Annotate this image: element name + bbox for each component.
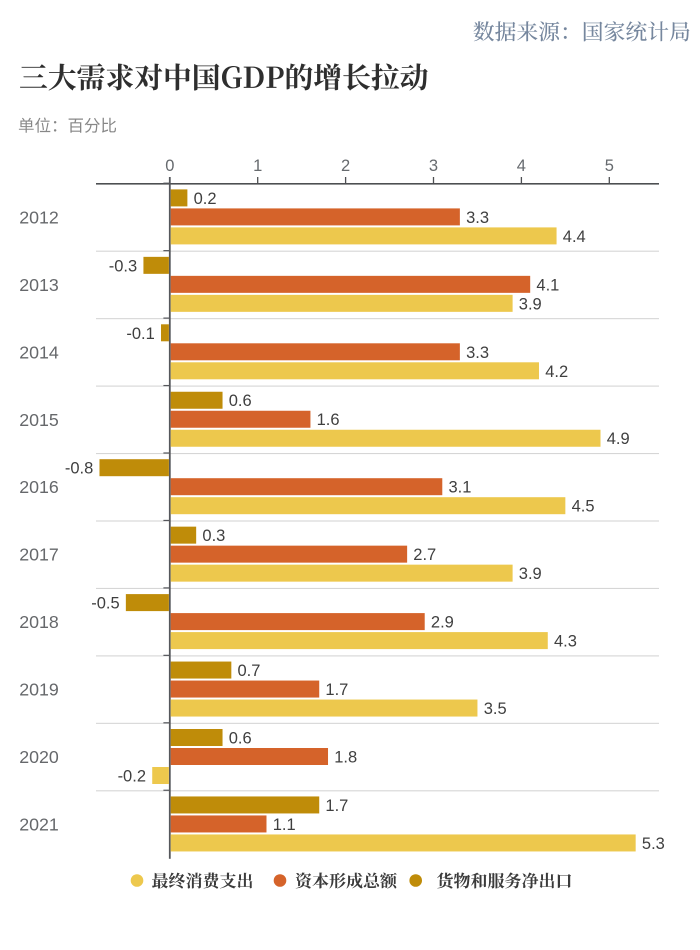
svg-text:2021: 2021 xyxy=(19,815,59,835)
svg-text:2019: 2019 xyxy=(19,680,59,700)
svg-text:2018: 2018 xyxy=(19,612,59,632)
svg-text:2.9: 2.9 xyxy=(431,614,454,632)
svg-text:1.1: 1.1 xyxy=(273,816,296,834)
svg-text:2020: 2020 xyxy=(19,747,59,767)
svg-text:0.2: 0.2 xyxy=(194,190,217,208)
svg-text:2.7: 2.7 xyxy=(413,546,436,564)
svg-text:4.9: 4.9 xyxy=(607,430,630,448)
svg-text:1.6: 1.6 xyxy=(317,411,340,429)
svg-text:4.5: 4.5 xyxy=(572,498,595,516)
svg-text:2017: 2017 xyxy=(19,545,59,565)
svg-text:3.1: 3.1 xyxy=(449,479,472,497)
svg-text:4.3: 4.3 xyxy=(554,633,577,651)
svg-text:3.9: 3.9 xyxy=(519,565,542,583)
svg-text:3: 3 xyxy=(429,157,438,175)
svg-text:0.6: 0.6 xyxy=(229,392,252,410)
svg-text:-0.2: -0.2 xyxy=(118,768,146,786)
svg-text:1.8: 1.8 xyxy=(334,749,357,767)
svg-text:-0.1: -0.1 xyxy=(126,325,154,343)
svg-text:5: 5 xyxy=(605,157,614,175)
svg-text:0: 0 xyxy=(165,157,174,175)
svg-text:0.7: 0.7 xyxy=(238,662,261,680)
svg-text:-0.5: -0.5 xyxy=(91,595,119,613)
svg-text:-0.3: -0.3 xyxy=(109,257,137,275)
svg-text:4.4: 4.4 xyxy=(563,228,586,246)
svg-text:2012: 2012 xyxy=(19,207,59,227)
svg-text:0.3: 0.3 xyxy=(202,527,225,545)
svg-text:1.7: 1.7 xyxy=(325,681,348,699)
svg-text:5.3: 5.3 xyxy=(642,835,665,853)
svg-text:4.1: 4.1 xyxy=(536,276,559,294)
svg-text:-0.8: -0.8 xyxy=(65,460,93,478)
svg-text:3.5: 3.5 xyxy=(484,700,507,718)
svg-text:3.3: 3.3 xyxy=(466,209,489,227)
svg-text:2014: 2014 xyxy=(19,342,59,362)
svg-text:4.2: 4.2 xyxy=(545,363,568,381)
svg-text:0.6: 0.6 xyxy=(229,730,252,748)
svg-text:2013: 2013 xyxy=(19,275,59,295)
svg-text:2015: 2015 xyxy=(19,410,59,430)
svg-text:3.9: 3.9 xyxy=(519,295,542,313)
svg-text:1.7: 1.7 xyxy=(325,797,348,815)
svg-text:2: 2 xyxy=(341,157,350,175)
svg-text:3.3: 3.3 xyxy=(466,344,489,362)
svg-text:2016: 2016 xyxy=(19,477,59,497)
svg-text:4: 4 xyxy=(517,157,526,175)
svg-text:1: 1 xyxy=(253,157,262,175)
